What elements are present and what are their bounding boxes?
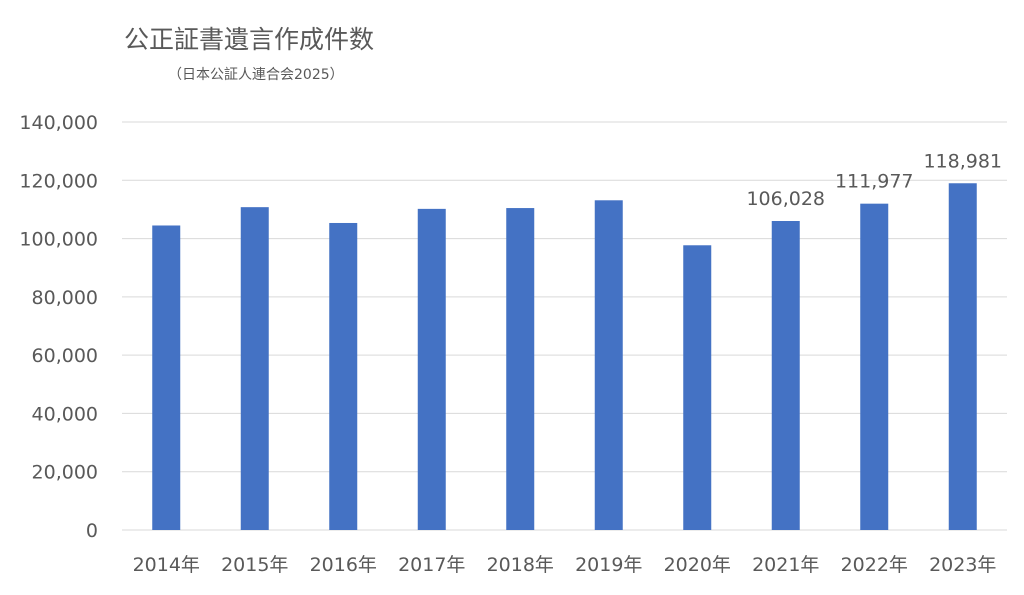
y-tick-label: 60,000 <box>32 345 98 367</box>
bar <box>240 207 269 530</box>
bar <box>506 208 535 530</box>
y-tick-label: 20,000 <box>32 462 98 484</box>
x-tick-label: 2022年 <box>841 554 908 576</box>
bar <box>329 222 358 531</box>
data-label: 118,981 <box>923 150 1002 172</box>
y-axis-ticks: 0 20,000 40,000 60,000 80,000 100,000 120,000 1… <box>19 112 98 542</box>
bar <box>594 200 623 531</box>
chart-title: 公正証書遺言作成件数 <box>124 25 375 54</box>
y-tick-label: 100,000 <box>19 229 98 251</box>
bar <box>860 203 889 530</box>
data-label: 111,977 <box>835 171 914 193</box>
x-tick-label: 2018年 <box>487 554 554 576</box>
y-tick-label: 140,000 <box>19 112 98 134</box>
x-tick-label: 2020年 <box>664 554 731 576</box>
data-labels: 106,028 111,977 118,981 <box>746 150 1002 210</box>
y-tick-label: 40,000 <box>32 403 98 425</box>
x-tick-label: 2023年 <box>929 554 996 576</box>
bar <box>683 245 712 530</box>
x-tick-label: 2016年 <box>310 554 377 576</box>
bar <box>417 208 446 530</box>
chart-subtitle: （日本公証人連合会2025） <box>168 67 344 83</box>
bar <box>771 221 800 530</box>
x-tick-label: 2019年 <box>575 554 642 576</box>
bars <box>152 183 977 531</box>
gridlines <box>122 121 1007 531</box>
y-tick-label: 0 <box>86 520 98 542</box>
data-label: 106,028 <box>746 188 825 210</box>
x-tick-label: 2014年 <box>133 554 200 576</box>
x-axis-ticks: 2014年 2015年 2016年 2017年 2018年 2019年 2020年 2021年… <box>133 554 997 576</box>
y-tick-label: 120,000 <box>19 170 98 192</box>
x-tick-label: 2017年 <box>398 554 465 576</box>
bar <box>948 183 977 530</box>
y-tick-label: 80,000 <box>32 287 98 309</box>
bar <box>152 225 181 531</box>
x-tick-label: 2021年 <box>752 554 819 576</box>
x-tick-label: 2015年 <box>221 554 288 576</box>
